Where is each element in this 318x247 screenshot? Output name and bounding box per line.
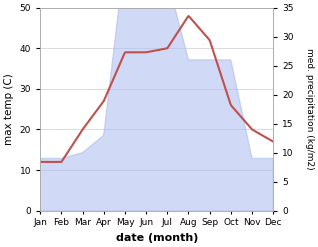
Y-axis label: max temp (C): max temp (C) bbox=[4, 73, 14, 145]
Y-axis label: med. precipitation (kg/m2): med. precipitation (kg/m2) bbox=[305, 48, 314, 170]
X-axis label: date (month): date (month) bbox=[115, 233, 198, 243]
